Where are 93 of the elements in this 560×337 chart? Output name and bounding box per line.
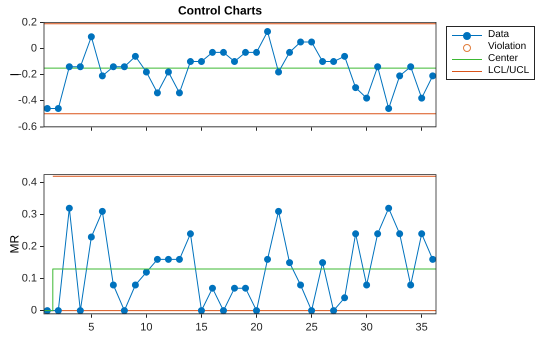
point: [110, 63, 117, 70]
x-tick-label: 15: [195, 321, 208, 334]
point: [110, 282, 117, 288]
x-tick-label: 5: [88, 321, 94, 334]
point: [54, 307, 62, 314]
y-tick-label: 0.1: [22, 272, 37, 285]
y-axis-title: MR: [8, 234, 22, 254]
y-tick-label: 0.2: [22, 240, 37, 253]
y-tick-label: 0.4: [22, 176, 37, 189]
point: [54, 105, 62, 112]
chart-title: Control Charts: [178, 4, 262, 18]
point: [164, 256, 172, 263]
point: [264, 28, 272, 36]
point: [253, 307, 260, 314]
point: [363, 282, 370, 288]
point: [275, 68, 282, 76]
point: [396, 230, 404, 238]
point: [407, 282, 414, 288]
point: [230, 284, 238, 292]
x-tick-label: 10: [140, 321, 153, 334]
point: [330, 307, 338, 314]
y-tick-label: 0.3: [22, 208, 37, 221]
point: [88, 234, 95, 240]
point: [286, 259, 294, 266]
point: [186, 58, 194, 66]
point: [98, 208, 106, 215]
point: [198, 307, 205, 314]
point: [319, 58, 326, 66]
point: [286, 48, 294, 56]
point: [374, 230, 382, 238]
point: [98, 72, 106, 80]
point: [352, 230, 360, 238]
point: [208, 48, 216, 56]
x-tick-label: 35: [416, 321, 428, 334]
legend-label: Data: [488, 29, 510, 41]
point: [120, 307, 128, 314]
point: [164, 68, 172, 76]
point: [253, 48, 260, 56]
point: [352, 84, 360, 92]
x-tick-label: 30: [360, 321, 373, 334]
point: [429, 256, 436, 263]
point: [418, 94, 426, 102]
point: [330, 58, 338, 66]
x-tick-label: 25: [305, 321, 318, 334]
point: [132, 282, 139, 288]
point: [275, 208, 282, 215]
point: [220, 307, 227, 314]
point: [44, 105, 51, 112]
point: [363, 94, 370, 102]
point: [418, 230, 426, 238]
point: [230, 58, 238, 66]
point: [297, 38, 304, 46]
point: [66, 63, 73, 70]
point: [154, 89, 161, 96]
point: [429, 72, 436, 80]
x-tick-label: 20: [250, 321, 263, 334]
point: [374, 63, 382, 70]
point: [66, 204, 73, 212]
point: [341, 294, 348, 302]
point: [88, 33, 95, 40]
point: [385, 204, 392, 212]
point: [341, 52, 348, 60]
point: [242, 284, 250, 292]
y-tick-label: 0: [30, 42, 37, 55]
point: [142, 268, 150, 276]
point: [154, 256, 161, 263]
point: [407, 63, 414, 70]
point: [308, 307, 316, 314]
point: [308, 38, 316, 46]
point: [220, 48, 227, 56]
point: [385, 105, 392, 112]
point: [264, 256, 272, 263]
point: [176, 89, 183, 96]
point: [176, 256, 183, 263]
legend-label: Center: [488, 53, 518, 65]
legend-label: Violation: [488, 41, 526, 53]
point: [319, 259, 326, 266]
point: [186, 230, 194, 238]
point: [132, 52, 139, 60]
legend-label: LCL/UCL: [488, 65, 530, 77]
point: [142, 68, 150, 76]
point: [297, 282, 304, 288]
y-tick-label: 0: [30, 304, 37, 317]
point: [242, 48, 250, 56]
point: [198, 58, 205, 66]
point: [120, 63, 128, 70]
point: [396, 72, 404, 80]
y-tick-label: -0.6: [18, 120, 37, 133]
point: [76, 307, 84, 314]
point: [76, 63, 84, 70]
y-tick-label: 0.2: [22, 16, 37, 28]
y-tick-label: -0.4: [18, 94, 37, 107]
point: [208, 284, 216, 292]
